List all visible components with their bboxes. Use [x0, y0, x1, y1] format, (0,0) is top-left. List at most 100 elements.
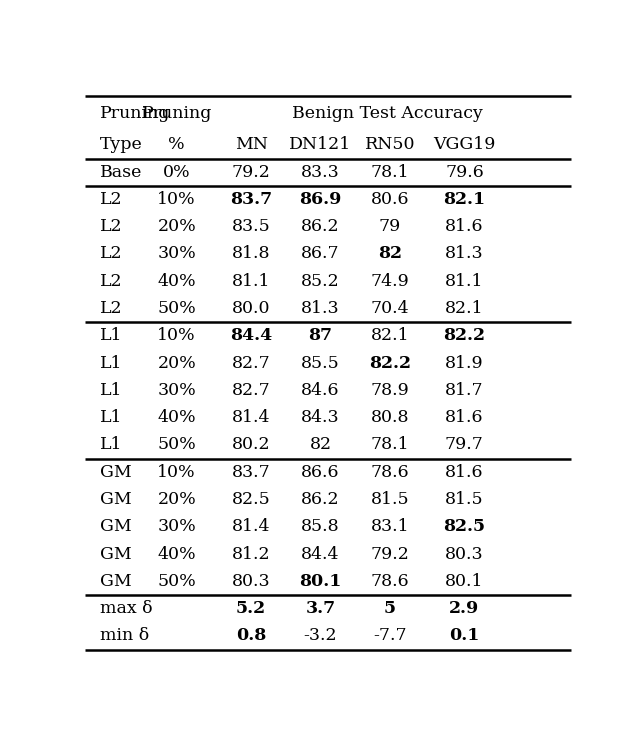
Text: 80.3: 80.3 [445, 545, 484, 562]
Text: %: % [168, 136, 185, 153]
Text: 20%: 20% [157, 491, 196, 508]
Text: L2: L2 [100, 246, 122, 262]
Text: 78.1: 78.1 [371, 436, 410, 454]
Text: 83.3: 83.3 [301, 163, 340, 180]
Text: 79.7: 79.7 [445, 436, 484, 454]
Text: RN50: RN50 [365, 136, 415, 153]
Text: 20%: 20% [157, 218, 196, 235]
Text: 82.7: 82.7 [232, 382, 271, 399]
Text: 82: 82 [310, 436, 332, 454]
Text: 82.7: 82.7 [232, 355, 271, 372]
Text: 81.1: 81.1 [445, 273, 484, 290]
Text: 83.1: 83.1 [371, 518, 410, 535]
Text: VGG19: VGG19 [433, 136, 495, 153]
Text: 82.5: 82.5 [444, 518, 486, 535]
Text: 50%: 50% [157, 300, 196, 317]
Text: 86.2: 86.2 [301, 491, 340, 508]
Text: 80.3: 80.3 [232, 573, 271, 590]
Text: 40%: 40% [157, 273, 196, 290]
Text: 74.9: 74.9 [371, 273, 410, 290]
Text: DN121: DN121 [289, 136, 352, 153]
Text: GM: GM [100, 545, 132, 562]
Text: GM: GM [100, 491, 132, 508]
Text: 78.1: 78.1 [371, 163, 410, 180]
Text: Benign Test Accuracy: Benign Test Accuracy [292, 105, 483, 122]
Text: L1: L1 [100, 436, 122, 454]
Text: 83.7: 83.7 [232, 464, 271, 481]
Text: 84.4: 84.4 [301, 545, 340, 562]
Text: L1: L1 [100, 382, 122, 399]
Text: GM: GM [100, 573, 132, 590]
Text: 86.7: 86.7 [301, 246, 340, 262]
Text: 82.1: 82.1 [444, 191, 486, 208]
Text: 85.5: 85.5 [301, 355, 340, 372]
Text: 0%: 0% [163, 163, 191, 180]
Text: 81.1: 81.1 [232, 273, 270, 290]
Text: 5: 5 [384, 600, 396, 617]
Text: 80.8: 80.8 [371, 409, 409, 426]
Text: 81.6: 81.6 [445, 409, 484, 426]
Text: L1: L1 [100, 409, 122, 426]
Text: 0.8: 0.8 [236, 627, 266, 644]
Text: 20%: 20% [157, 355, 196, 372]
Text: 80.1: 80.1 [445, 573, 484, 590]
Text: 50%: 50% [157, 436, 196, 454]
Text: 81.6: 81.6 [445, 218, 484, 235]
Text: 80.2: 80.2 [232, 436, 271, 454]
Text: 82.1: 82.1 [445, 300, 484, 317]
Text: 82: 82 [378, 246, 402, 262]
Text: GM: GM [100, 518, 132, 535]
Text: 85.8: 85.8 [301, 518, 340, 535]
Text: 81.2: 81.2 [232, 545, 271, 562]
Text: 81.3: 81.3 [445, 246, 484, 262]
Text: L2: L2 [100, 191, 122, 208]
Text: 86.6: 86.6 [301, 464, 340, 481]
Text: 82.2: 82.2 [444, 328, 485, 345]
Text: 86.2: 86.2 [301, 218, 340, 235]
Text: 81.5: 81.5 [445, 491, 484, 508]
Text: 3.7: 3.7 [305, 600, 336, 617]
Text: 30%: 30% [157, 382, 196, 399]
Text: -7.7: -7.7 [373, 627, 407, 644]
Text: 79.2: 79.2 [371, 545, 410, 562]
Text: 87: 87 [308, 328, 333, 345]
Text: Pruning: Pruning [100, 105, 170, 122]
Text: 30%: 30% [157, 246, 196, 262]
Text: 10%: 10% [157, 191, 196, 208]
Text: 10%: 10% [157, 464, 196, 481]
Text: 80.6: 80.6 [371, 191, 409, 208]
Text: 0.1: 0.1 [449, 627, 479, 644]
Text: L1: L1 [100, 328, 122, 345]
Text: 10%: 10% [157, 328, 196, 345]
Text: 81.4: 81.4 [232, 409, 270, 426]
Text: 70.4: 70.4 [371, 300, 410, 317]
Text: 50%: 50% [157, 573, 196, 590]
Text: L2: L2 [100, 300, 122, 317]
Text: 81.3: 81.3 [301, 300, 340, 317]
Text: 83.7: 83.7 [230, 191, 272, 208]
Text: MN: MN [235, 136, 268, 153]
Text: 86.9: 86.9 [300, 191, 342, 208]
Text: L2: L2 [100, 218, 122, 235]
Text: 82.2: 82.2 [369, 355, 411, 372]
Text: 79.2: 79.2 [232, 163, 271, 180]
Text: 81.4: 81.4 [232, 518, 270, 535]
Text: 82.5: 82.5 [232, 491, 271, 508]
Text: 78.6: 78.6 [371, 464, 410, 481]
Text: 79: 79 [379, 218, 401, 235]
Text: 81.6: 81.6 [445, 464, 484, 481]
Text: Pruning: Pruning [141, 105, 212, 122]
Text: 84.4: 84.4 [230, 328, 272, 345]
Text: 30%: 30% [157, 518, 196, 535]
Text: 78.9: 78.9 [371, 382, 410, 399]
Text: min δ: min δ [100, 627, 149, 644]
Text: 5.2: 5.2 [236, 600, 266, 617]
Text: Type: Type [100, 136, 143, 153]
Text: 40%: 40% [157, 409, 196, 426]
Text: 83.5: 83.5 [232, 218, 271, 235]
Text: 82.1: 82.1 [371, 328, 410, 345]
Text: 81.7: 81.7 [445, 382, 484, 399]
Text: Base: Base [100, 163, 142, 180]
Text: 81.5: 81.5 [371, 491, 410, 508]
Text: 84.6: 84.6 [301, 382, 340, 399]
